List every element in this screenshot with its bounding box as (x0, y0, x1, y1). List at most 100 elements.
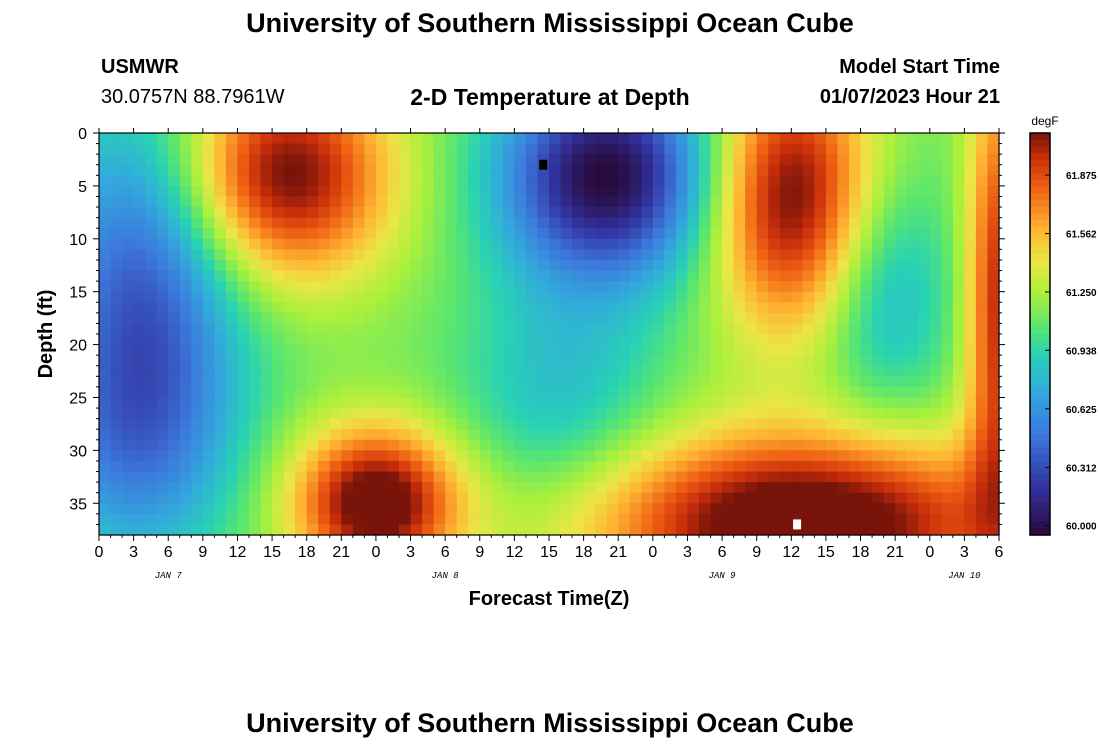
heatmap-cell (272, 408, 285, 420)
model-start-value: 01/07/2023 Hour 21 (819, 86, 1000, 108)
heatmap-cell (860, 291, 873, 303)
heatmap-cell (168, 365, 181, 377)
heatmap-cell (791, 471, 804, 483)
heatmap-cell (122, 460, 135, 473)
heatmap-cell (987, 408, 1000, 420)
heatmap-cell (964, 281, 977, 293)
heatmap-cell (514, 429, 527, 441)
heatmap-cell (975, 450, 989, 462)
heatmap-cell (133, 217, 146, 229)
heatmap-cell (768, 196, 781, 208)
heatmap-cell (756, 175, 769, 187)
heatmap-cell (549, 270, 562, 282)
heatmap-cell (572, 259, 585, 272)
heatmap-cell (641, 429, 654, 441)
heatmap-cell (237, 429, 250, 441)
heatmap-cell (583, 143, 596, 155)
heatmap-cell (99, 503, 112, 515)
heatmap-cell (168, 281, 181, 293)
heatmap-cell (272, 397, 285, 409)
heatmap-cell (560, 482, 573, 494)
heatmap-cell (883, 492, 896, 504)
heatmap-cell (145, 133, 158, 145)
heatmap-cell (814, 154, 827, 166)
heatmap-cell (814, 175, 827, 187)
y-axis-label: Depth (ft) (35, 290, 57, 379)
heatmap-cell (375, 164, 389, 176)
heatmap-cell (952, 312, 965, 325)
heatmap-cell (814, 344, 827, 356)
heatmap-cell (341, 323, 354, 335)
heatmap-cell (329, 450, 342, 462)
heatmap-cell (825, 365, 839, 377)
heatmap-cell (802, 196, 815, 208)
heatmap-cell (629, 143, 642, 155)
heatmap-cell (133, 513, 146, 526)
heatmap-cell (468, 164, 481, 176)
heatmap-cell (283, 302, 296, 314)
heatmap-cell (145, 513, 158, 526)
heatmap-cell (445, 249, 458, 261)
heatmap-cell (825, 238, 839, 250)
heatmap-cell (572, 207, 585, 219)
heatmap-cell (849, 418, 862, 430)
heatmap-cell (202, 164, 215, 176)
heatmap-cell (641, 355, 654, 367)
heatmap-cell (687, 228, 700, 240)
heatmap-cell (629, 408, 642, 420)
heatmap-cell (687, 133, 700, 145)
heatmap-cell (710, 196, 723, 208)
heatmap-cell (156, 355, 169, 367)
heatmap-cell (941, 270, 954, 282)
heatmap-cell (295, 460, 308, 473)
heatmap-cell (918, 281, 931, 293)
heatmap-cell (699, 408, 712, 420)
heatmap-cell (156, 408, 169, 420)
heatmap-cell (399, 175, 412, 187)
date-label: JAN 7 (155, 571, 183, 581)
heatmap-cell (456, 450, 469, 462)
heatmap-cell (237, 270, 250, 282)
heatmap-cell (641, 439, 654, 451)
heatmap-cell (952, 344, 965, 356)
heatmap-cell (249, 154, 262, 166)
x-tick-label: 6 (718, 544, 727, 561)
colorbar-segment (1030, 447, 1050, 456)
heatmap-cell (202, 408, 215, 420)
heatmap-cell (641, 217, 654, 229)
heatmap-cell (145, 376, 158, 388)
model-start-label: Model Start Time (839, 56, 1000, 78)
heatmap-cell (768, 524, 781, 536)
heatmap-cell (860, 259, 873, 272)
heatmap-cell (560, 397, 573, 409)
heatmap-cell (491, 164, 504, 176)
heatmap-cell (952, 513, 965, 526)
heatmap-cell (272, 281, 285, 293)
heatmap-cell (606, 185, 619, 198)
heatmap-cell (468, 291, 481, 303)
heatmap-cell (387, 460, 400, 473)
heatmap-cell (168, 175, 181, 187)
heatmap-cell (779, 323, 792, 335)
heatmap-cell (802, 281, 815, 293)
heatmap-cell (802, 344, 815, 356)
heatmap-cell (214, 513, 227, 526)
heatmap-cell (872, 450, 885, 462)
heatmap-cell (791, 323, 804, 335)
heatmap-cell (191, 450, 204, 462)
heatmap-cell (675, 281, 689, 293)
heatmap-cell (456, 164, 469, 176)
heatmap-cell (756, 217, 769, 229)
heatmap-cell (387, 471, 400, 483)
heatmap-cell (837, 482, 850, 494)
heatmap-cell (352, 460, 365, 473)
heatmap-cell (549, 450, 562, 462)
heatmap-cell (814, 376, 827, 388)
heatmap-cell (249, 365, 262, 377)
heatmap-cell (641, 365, 654, 377)
heatmap-cell (906, 386, 919, 399)
heatmap-cell (768, 344, 781, 356)
heatmap-cell (895, 154, 908, 166)
heatmap-cell (525, 196, 539, 208)
